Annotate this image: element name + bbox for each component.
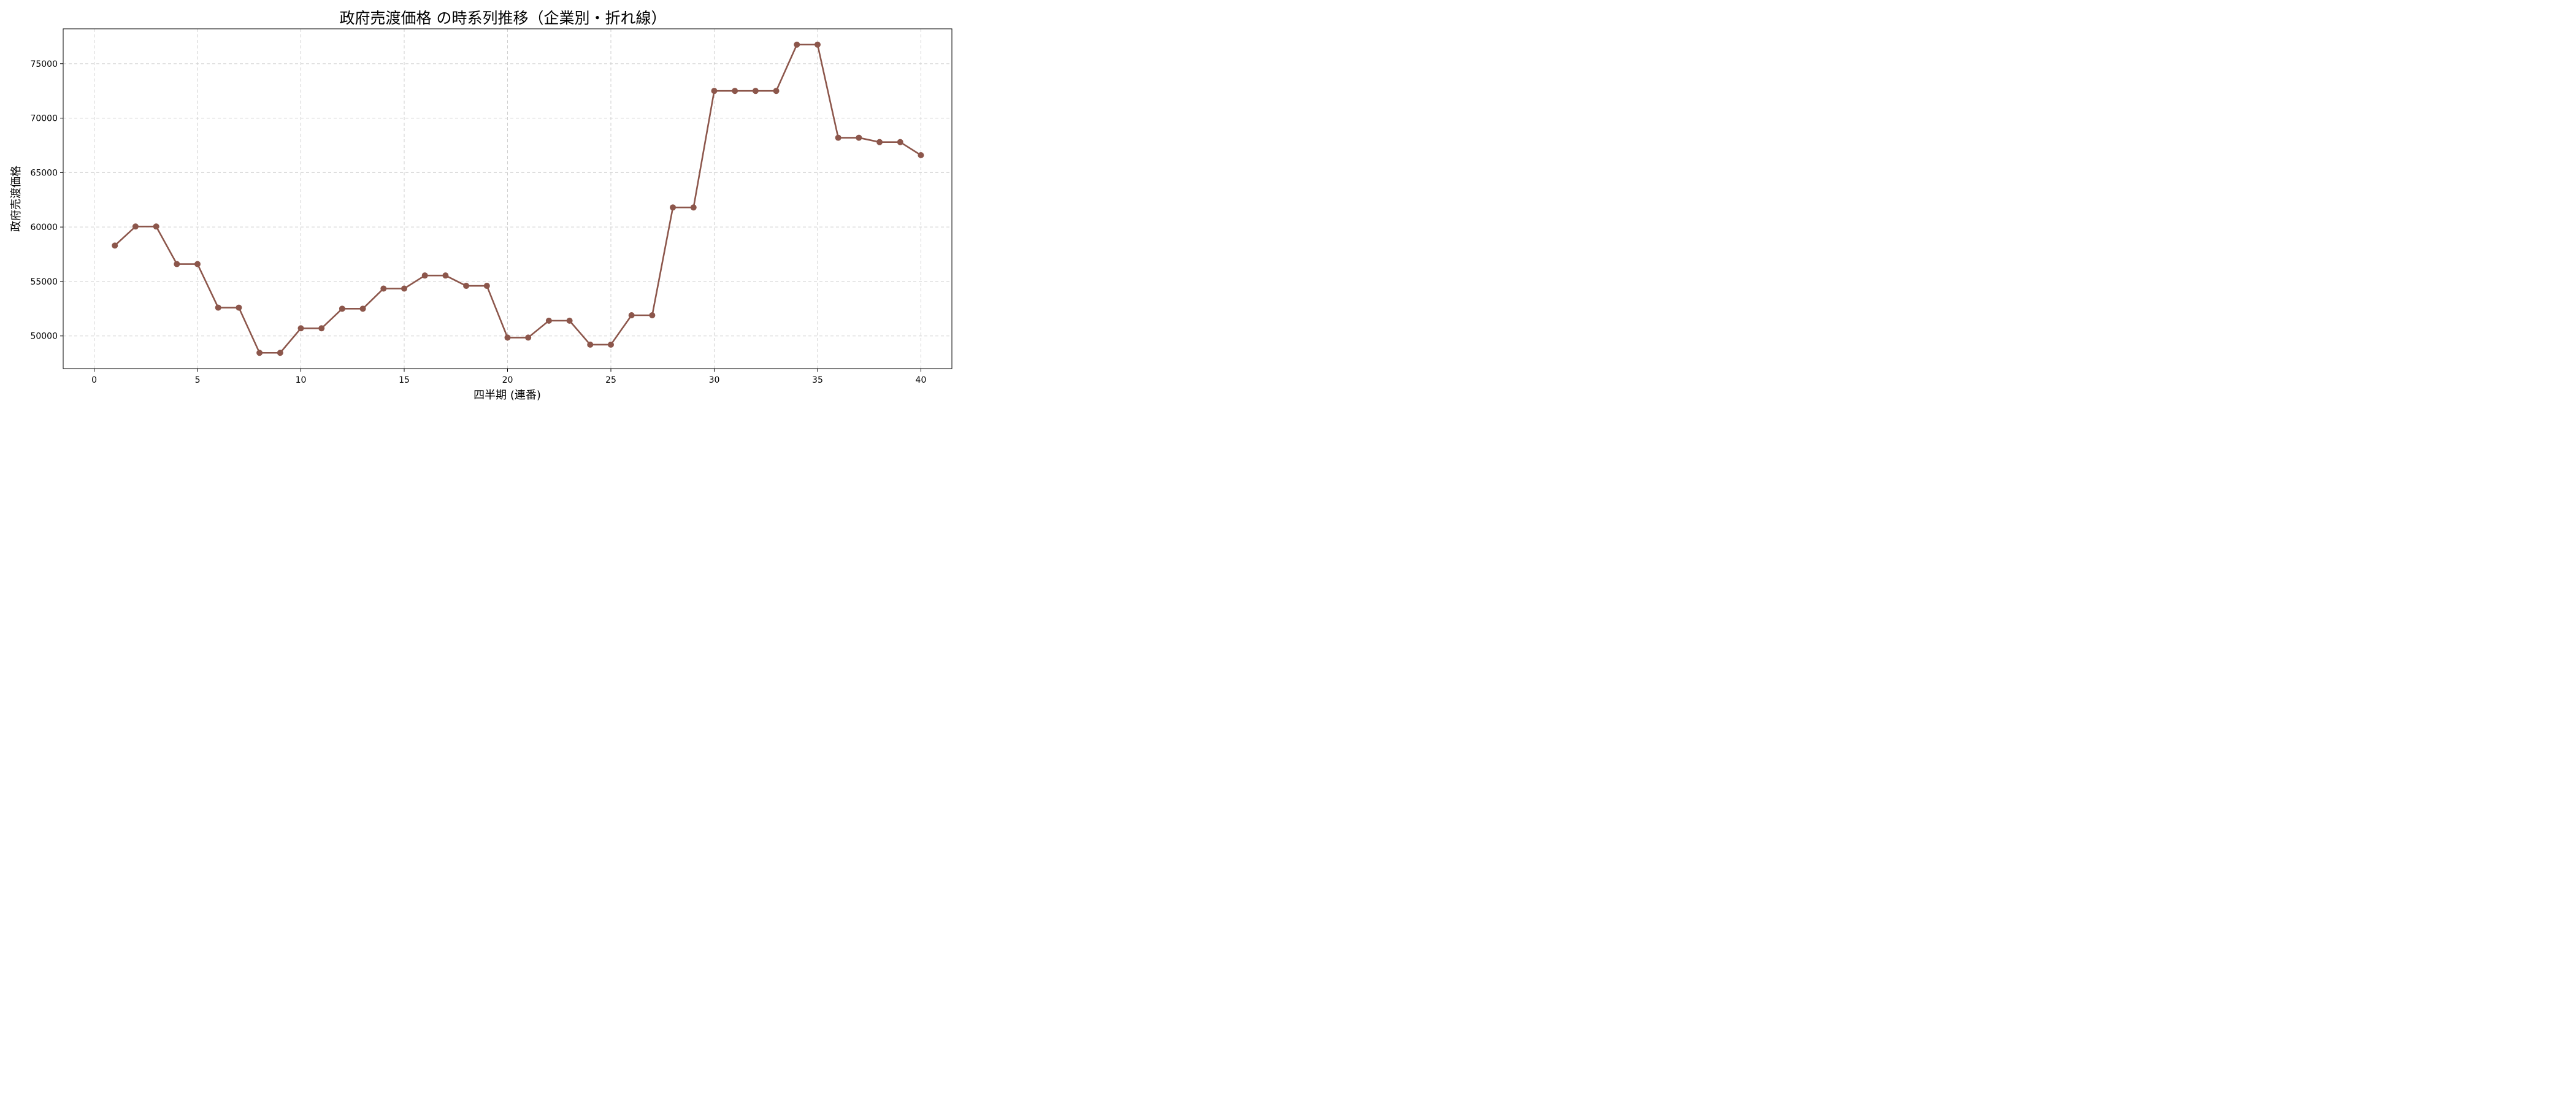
data-point bbox=[401, 285, 408, 292]
data-point bbox=[421, 272, 428, 279]
data-point bbox=[876, 139, 883, 145]
data-point bbox=[236, 304, 242, 311]
x-tick-label: 15 bbox=[399, 375, 410, 385]
data-point bbox=[463, 283, 470, 289]
grid-lines bbox=[63, 29, 952, 369]
x-tick-label: 40 bbox=[916, 375, 927, 385]
x-tick-label: 0 bbox=[91, 375, 97, 385]
data-point bbox=[835, 134, 841, 141]
data-point bbox=[918, 151, 924, 158]
series-layer bbox=[112, 41, 924, 356]
y-axis-label: 政府売渡価格 bbox=[10, 166, 23, 232]
data-point bbox=[711, 88, 718, 94]
data-point bbox=[649, 312, 656, 318]
data-point bbox=[318, 325, 325, 332]
data-point bbox=[856, 134, 862, 141]
x-tick-label: 20 bbox=[502, 375, 513, 385]
data-point bbox=[194, 261, 201, 267]
data-point bbox=[132, 223, 139, 230]
data-point bbox=[339, 305, 345, 312]
data-point bbox=[628, 312, 635, 318]
y-tick-label: 55000 bbox=[30, 277, 58, 287]
data-point bbox=[483, 283, 490, 289]
y-tick-label: 75000 bbox=[30, 59, 58, 69]
data-point bbox=[153, 223, 159, 230]
data-point bbox=[607, 341, 614, 348]
data-point bbox=[566, 317, 573, 324]
data-point bbox=[732, 88, 738, 94]
data-point bbox=[256, 350, 263, 356]
data-point bbox=[814, 41, 821, 48]
data-point bbox=[897, 139, 903, 145]
data-point bbox=[359, 305, 366, 312]
x-tick-label: 25 bbox=[605, 375, 616, 385]
x-tick-label: 35 bbox=[812, 375, 823, 385]
data-point bbox=[690, 204, 697, 211]
data-point bbox=[545, 317, 552, 324]
x-axis-label: 四半期 (連番) bbox=[473, 389, 541, 402]
data-point bbox=[277, 350, 283, 356]
chart-title: 政府売渡価格 の時系列推移（企業別・折れ線） bbox=[340, 9, 667, 27]
x-tick-label: 10 bbox=[296, 375, 307, 385]
data-point bbox=[442, 272, 449, 279]
data-point bbox=[215, 304, 221, 311]
data-point bbox=[112, 242, 118, 249]
axis-ticks: 0 5 10 15 20 25 30 35 40 50000 55000 60000 65000 7000… bbox=[30, 59, 926, 385]
data-point bbox=[773, 88, 780, 94]
y-tick-label: 65000 bbox=[30, 168, 58, 178]
y-tick-label: 50000 bbox=[30, 332, 58, 342]
y-tick-label: 70000 bbox=[30, 114, 58, 124]
data-point bbox=[794, 41, 800, 48]
data-point bbox=[670, 204, 677, 211]
plot-frame bbox=[63, 28, 953, 369]
series-line bbox=[114, 44, 922, 354]
data-point bbox=[752, 88, 759, 94]
x-tick-label: 30 bbox=[709, 375, 720, 385]
data-point bbox=[297, 325, 304, 332]
line-chart: 政府売渡価格 の時系列推移（企業別・折れ線） 0 5 10 15 20 25 30 35 40 5… bbox=[10, 9, 953, 402]
data-point bbox=[525, 334, 532, 341]
data-point bbox=[587, 341, 594, 348]
y-tick-label: 60000 bbox=[30, 223, 58, 232]
x-tick-label: 5 bbox=[195, 375, 201, 385]
data-point bbox=[174, 261, 180, 267]
data-point bbox=[504, 334, 511, 341]
data-point bbox=[380, 285, 387, 292]
